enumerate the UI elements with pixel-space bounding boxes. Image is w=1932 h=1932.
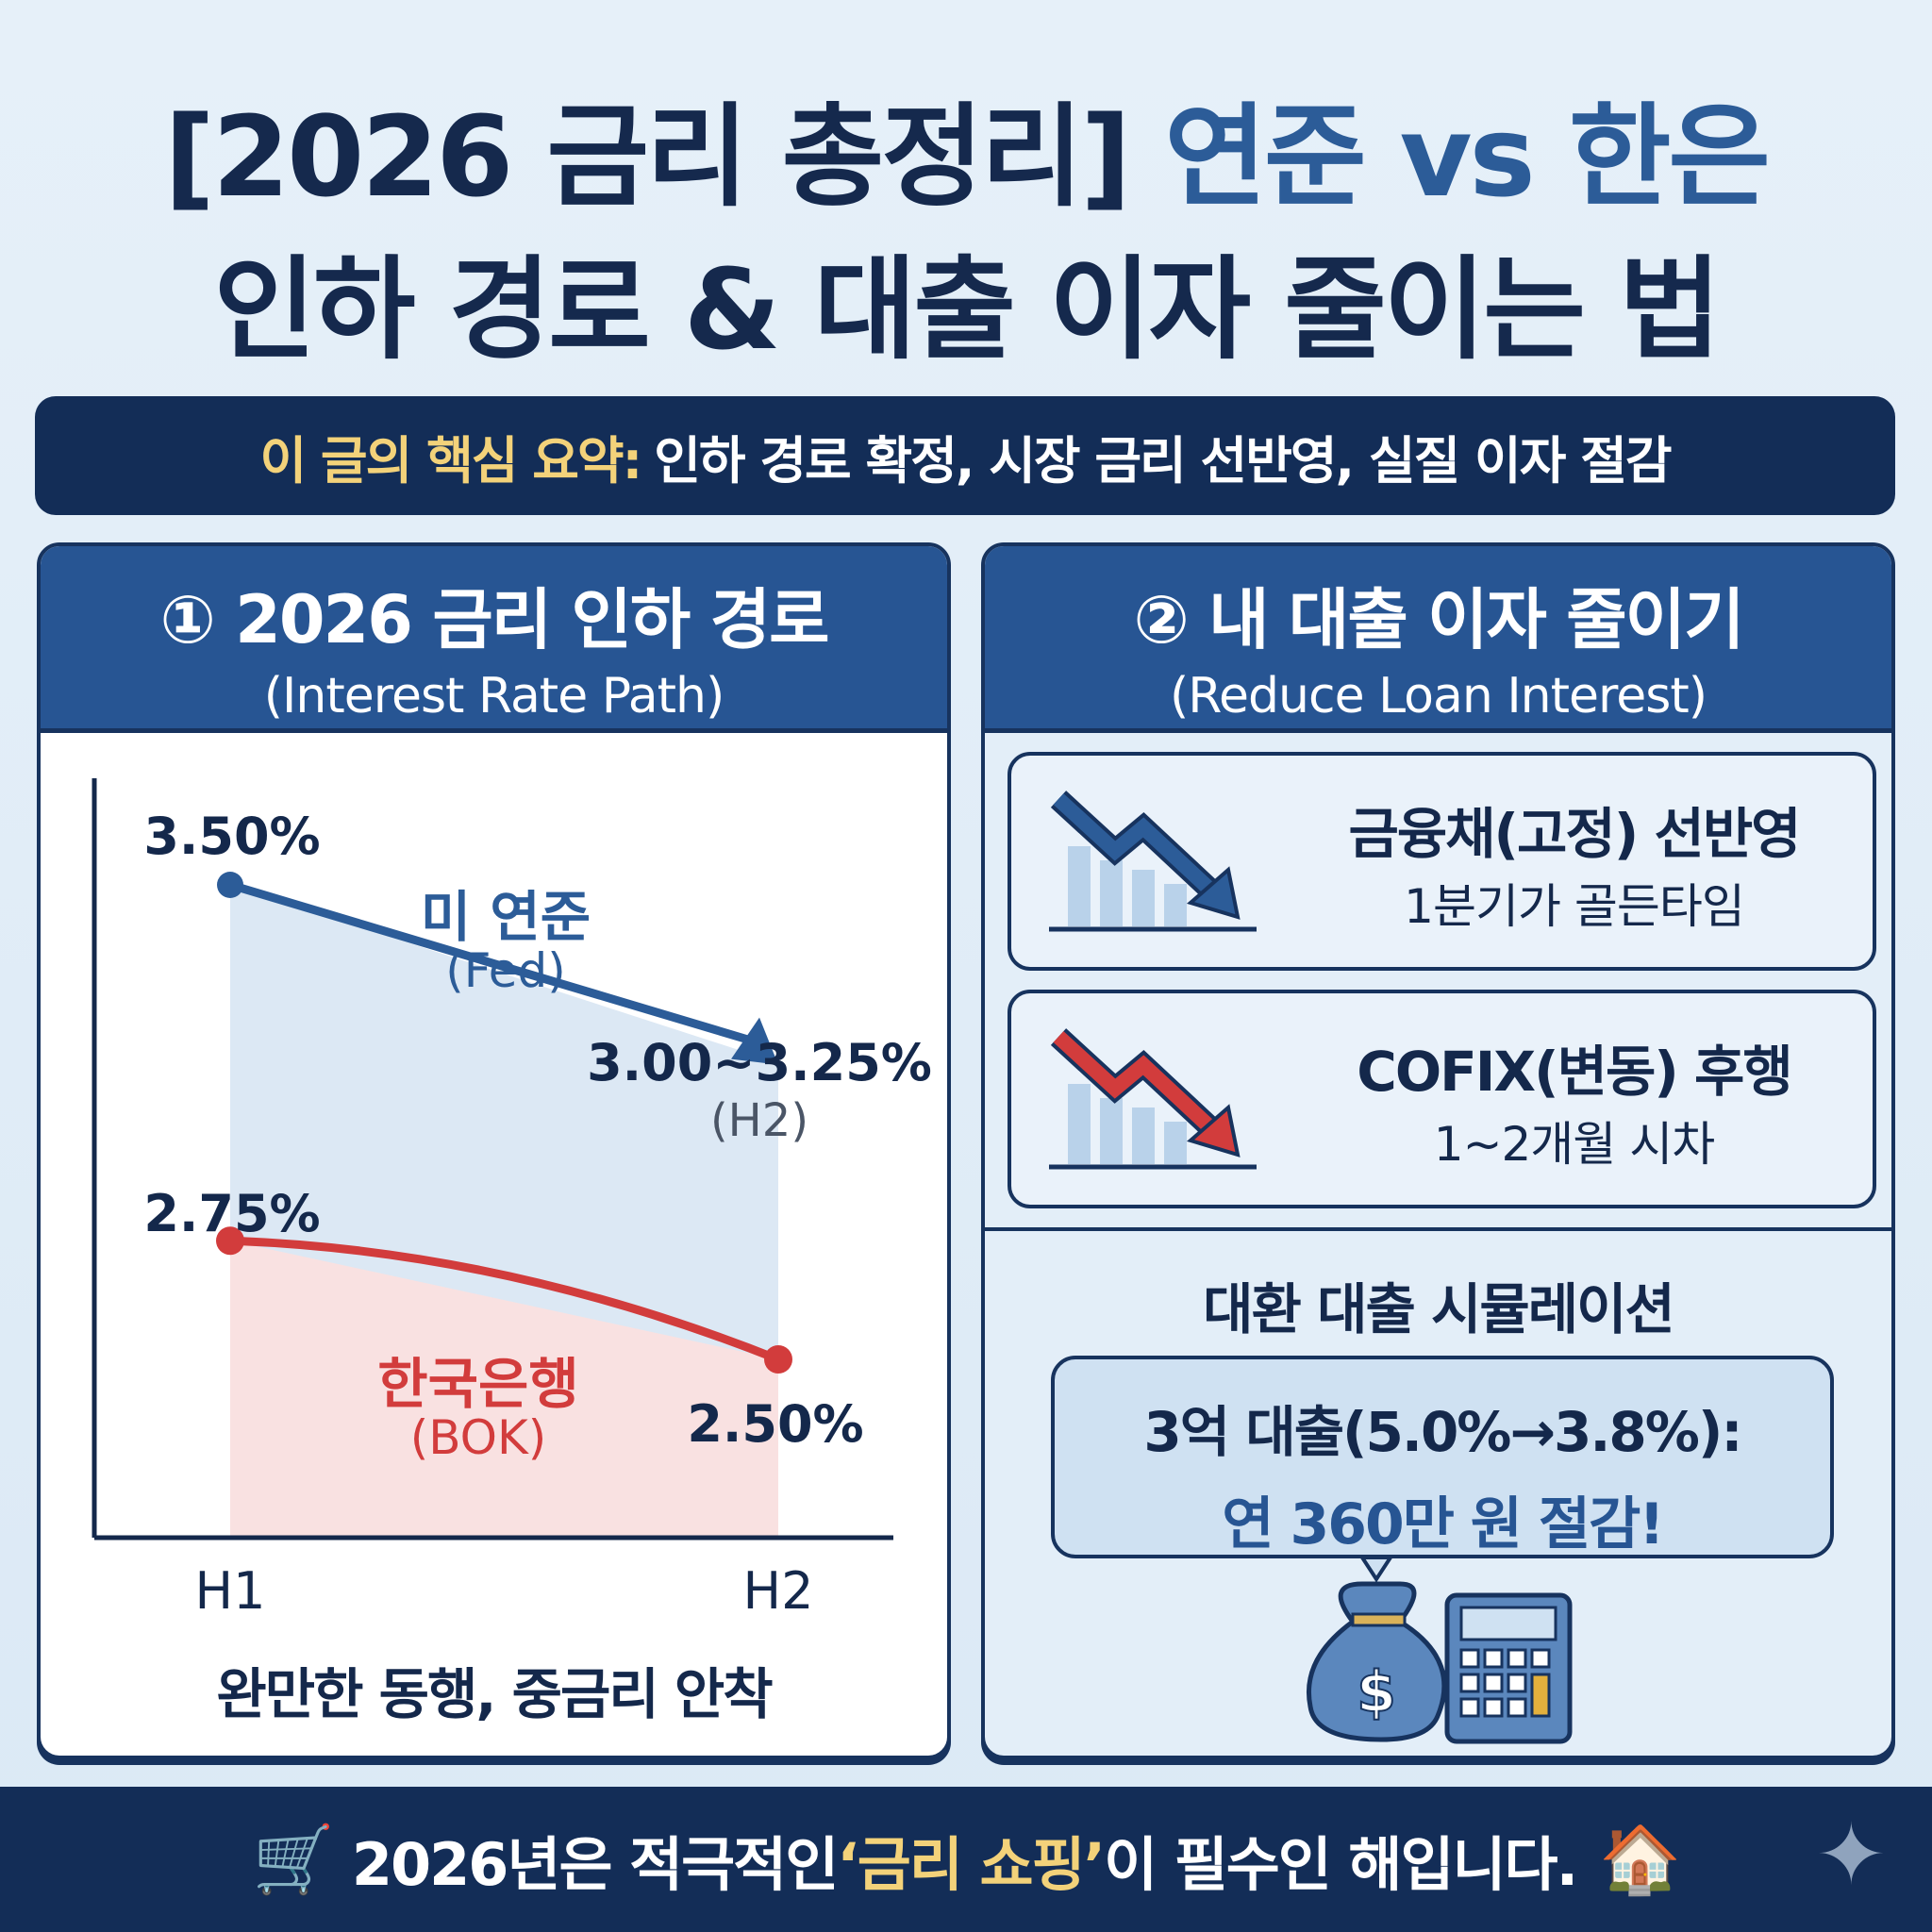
svg-text:$: $	[1357, 1659, 1396, 1725]
simulation-title: 대환 대출 시뮬레이션	[1203, 1277, 1675, 1341]
bok-point-H1	[216, 1226, 244, 1256]
simulation-bubble: 3억 대출(5.0%→3.8%): 연 360만 원 절감!	[1051, 1356, 1834, 1558]
bok-point-H2	[764, 1345, 792, 1374]
summary-text: 인하 경로 확정, 시장 금리 선반영, 실질 이자 절감	[654, 430, 1672, 491]
footer-banner: 🛒 2026년은 적극적인 ‘금리 쇼핑’ 이 필수인 해입니다. 🏠 ✦	[0, 1787, 1932, 1932]
title-highlight: 연준 vs 한은	[1164, 92, 1771, 222]
bok-label-h2: 2.50%	[687, 1394, 864, 1454]
chart-caption: 완만한 동행, 중금리 안착	[216, 1662, 773, 1726]
house-icon: 🏠	[1599, 1820, 1681, 1898]
simulation-line1: 3억 대출(5.0%→3.8%):	[1143, 1400, 1742, 1464]
reduce-interest-panel: ② 내 대출 이자 줄이기 (Reduce Loan Interest) 금융채…	[981, 542, 1895, 1759]
card-cofix: COFIX(변동) 후행 1~2개월 시차	[1008, 990, 1876, 1208]
fed-label-h2: 3.00~3.25%	[587, 1033, 932, 1092]
panel-title: ② 내 대출 이자 줄이기	[1133, 581, 1745, 658]
card-desc: 1분기가 골든타임	[1404, 879, 1745, 934]
panel-header: ② 내 대출 이자 줄이기 (Reduce Loan Interest)	[985, 546, 1891, 733]
fed-label-note: (H2)	[709, 1094, 809, 1147]
bok-line	[229, 1236, 780, 1364]
series-area-1	[230, 1241, 778, 1538]
sparkle-icon: ✦	[1815, 1806, 1887, 1905]
summary-label: 이 글의 핵심 요약:	[259, 430, 642, 491]
x-tick-H2: H2	[742, 1561, 814, 1621]
fed-label-h1: 3.50%	[143, 807, 321, 866]
panel-subtitle: (Reduce Loan Interest)	[1169, 668, 1707, 724]
fed-name: 미 연준	[420, 885, 591, 949]
cart-icon: 🛒	[252, 1820, 335, 1898]
fed-name-en: (Fed)	[445, 943, 566, 998]
card-title: COFIX(변동) 후행	[1357, 1040, 1792, 1104]
panel-header: ① 2026 금리 인하 경로 (Interest Rate Path)	[41, 546, 947, 733]
down-trend-chart-icon	[1049, 791, 1257, 932]
footer-pre: 2026년은 적극적인	[351, 1830, 839, 1899]
card-title: 금융채(고정) 선반영	[1348, 802, 1801, 866]
footer-post: 이 필수인 해입니다.	[1104, 1830, 1578, 1899]
page-title-line2: 인하 경로 & 대출 이자 줄이는 법	[213, 244, 1721, 375]
panel-title: ① 2026 금리 인하 경로	[159, 581, 830, 658]
card-desc: 1~2개월 시차	[1433, 1117, 1715, 1172]
x-tick-H1: H1	[194, 1561, 266, 1621]
card-fixed-rate: 금융채(고정) 선반영 1분기가 골든타임	[1008, 752, 1876, 971]
summary-bar: 이 글의 핵심 요약: 인하 경로 확정, 시장 금리 선반영, 실질 이자 절감	[35, 396, 1895, 515]
panel-subtitle: (Interest Rate Path)	[263, 668, 724, 724]
money-calculator-icon: $	[1307, 1556, 1573, 1744]
bok-name: 한국은행	[377, 1352, 579, 1416]
page-title-line1: [2026 금리 총정리] 연준 vs 한은	[0, 66, 1932, 227]
bok-name-en: (BOK)	[409, 1410, 547, 1465]
divider	[985, 1227, 1891, 1231]
bok-label-h1: 2.75%	[143, 1184, 321, 1243]
fed-point-h1	[217, 872, 243, 898]
down-trend-chart-icon	[1049, 1028, 1257, 1170]
fed-arrowhead	[731, 1017, 778, 1065]
simulation-line2: 연 360만 원 절감!	[1222, 1491, 1664, 1557]
fed-line	[228, 880, 752, 1044]
footer-highlight: ‘금리 쇼핑’	[837, 1830, 1106, 1899]
title-part: [2026 금리 총정리]	[164, 92, 1131, 222]
